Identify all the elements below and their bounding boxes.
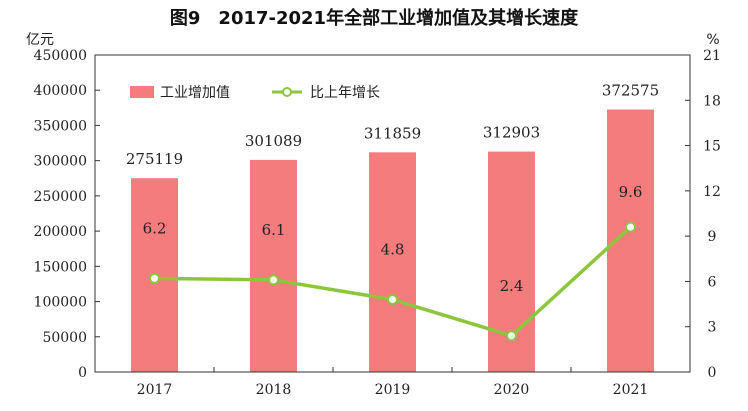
right-tick-label: 18 (703, 93, 721, 109)
left-tick-label: 400000 (34, 83, 87, 99)
bar-series: 275119 301089 311859 312903 372575 (126, 82, 659, 372)
x-tick-label: 2019 (375, 382, 411, 398)
line-value-label: 6.2 (143, 219, 167, 237)
left-tick-label: 250000 (34, 189, 87, 205)
bar-value-label: 312903 (483, 124, 540, 142)
x-tick-label: 2017 (137, 382, 173, 398)
chart-title: 图9 2017-2021年全部工业增加值及其增长速度 (170, 7, 579, 29)
line-point (149, 272, 160, 284)
bar (250, 159, 297, 372)
bar-value-label: 372575 (602, 82, 659, 100)
left-tick-label: 350000 (34, 118, 87, 134)
legend: 工业增加值 比上年增长 (130, 85, 380, 101)
right-tick-label: 9 (708, 229, 717, 245)
left-tick-label: 0 (78, 365, 87, 381)
legend-line-label: 比上年增长 (310, 85, 380, 101)
right-tick-label: 21 (703, 48, 721, 64)
left-tick-label: 300000 (34, 154, 87, 170)
x-axis-labels: 2017 2018 2019 2020 2021 (137, 367, 649, 398)
plot-frame (94, 54, 691, 373)
right-tick-label: 15 (703, 139, 721, 155)
line-point (268, 274, 279, 286)
x-tick-label: 2021 (613, 382, 649, 398)
right-axis-unit: % (706, 32, 719, 48)
left-axis-unit: 亿元 (26, 32, 54, 48)
left-tick-label: 50000 (42, 330, 87, 346)
left-tick-label: 150000 (34, 259, 87, 275)
line-point (387, 294, 398, 306)
left-axis-ticks: 0 50000 100000 150000 200000 250000 300000 3500… (34, 48, 100, 381)
bar-value-label: 275119 (126, 150, 183, 168)
legend-bar-label: 工业增加值 (160, 85, 230, 101)
line-series: 6.2 6.1 4.8 2.4 9.6 (143, 183, 643, 342)
x-tick-label: 2018 (256, 382, 292, 398)
left-tick-label: 200000 (34, 224, 87, 240)
right-tick-label: 0 (708, 365, 717, 381)
right-axis-ticks: 0 3 6 9 12 15 18 21 (685, 48, 721, 381)
x-tick-label: 2020 (494, 382, 530, 398)
bar (369, 152, 416, 372)
line-point (506, 330, 517, 342)
line-value-label: 6.1 (262, 221, 286, 239)
line-value-label: 2.4 (500, 277, 524, 295)
left-tick-label: 100000 (34, 295, 87, 311)
bar-value-label: 311859 (364, 124, 421, 142)
legend-line-marker (282, 87, 292, 97)
left-tick-label: 450000 (34, 48, 87, 64)
bar-value-label: 301089 (245, 132, 302, 150)
right-tick-label: 3 (708, 320, 717, 336)
right-tick-label: 6 (708, 274, 717, 290)
right-tick-label: 12 (703, 184, 721, 200)
line-point (625, 221, 636, 233)
line-value-label: 4.8 (381, 241, 405, 259)
legend-bar-swatch (130, 86, 154, 98)
line-value-label: 9.6 (619, 183, 643, 201)
